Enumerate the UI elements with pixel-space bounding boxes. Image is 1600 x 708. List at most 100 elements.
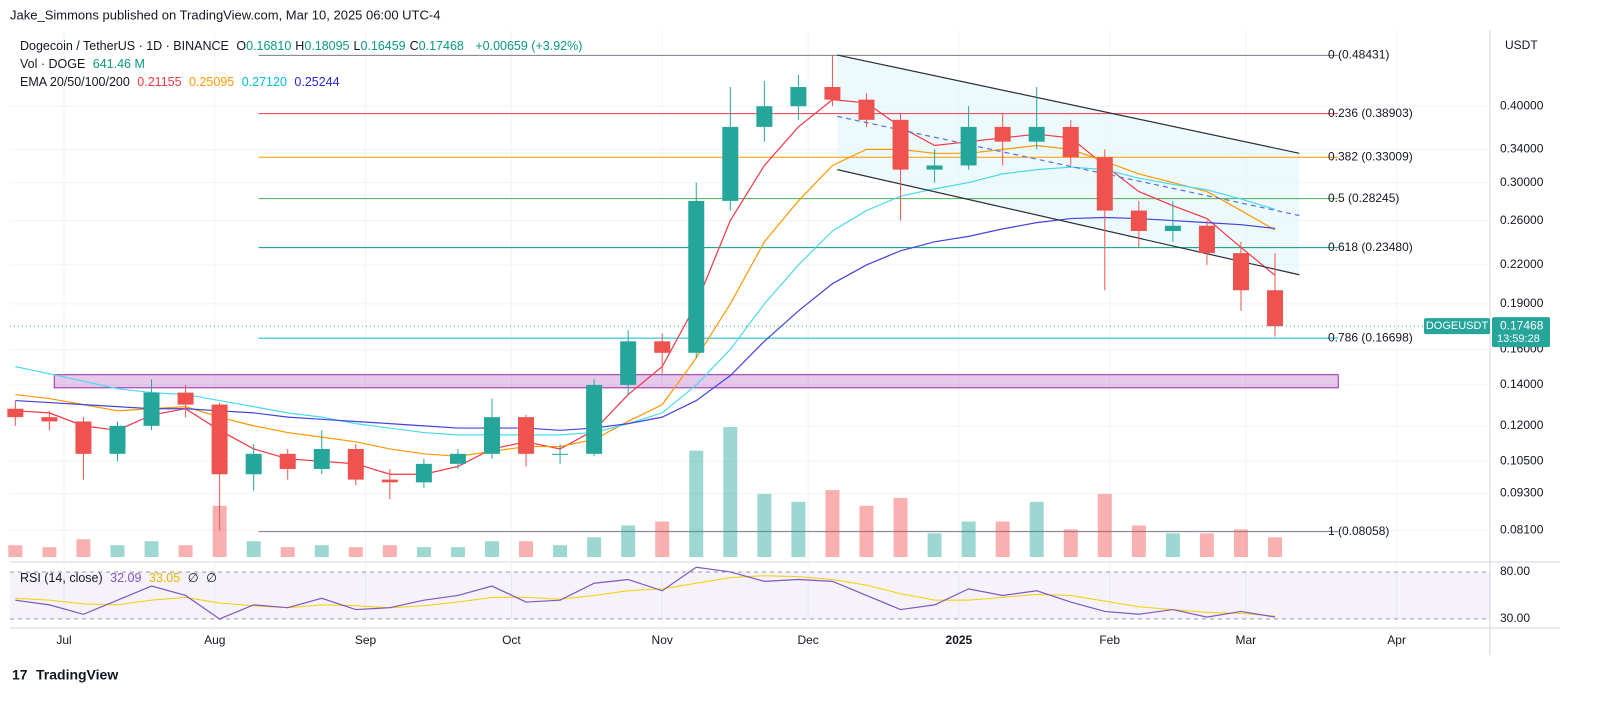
volume-bar — [1029, 501, 1044, 557]
ema-value: 0.25244 — [294, 75, 340, 89]
candle-body — [381, 479, 398, 483]
ema-legend: EMA 20/50/100/200 0.21155 0.25095 0.2712… — [20, 75, 344, 89]
candle-body — [790, 87, 807, 107]
x-tick-label: Aug — [204, 633, 225, 647]
volume-bar — [995, 521, 1010, 557]
fib-label: 0 (0.48431) — [1328, 48, 1389, 62]
ema-label: EMA 20/50/100/200 — [20, 75, 130, 89]
y-tick-label: 0.22000 — [1500, 257, 1544, 271]
x-tick-label: Mar — [1236, 633, 1257, 647]
footer-logo: TradingView — [36, 667, 118, 683]
volume-bar — [893, 497, 908, 557]
channel-line — [837, 54, 1300, 154]
volume-bar — [961, 521, 976, 557]
x-tick-label: Oct — [502, 633, 521, 647]
support-zone — [53, 374, 1339, 389]
volume-bar — [348, 547, 363, 557]
ohlc-key: L — [353, 39, 361, 53]
fib-label: 0.5 (0.28245) — [1328, 191, 1399, 205]
candle-body — [518, 417, 535, 454]
volume-bar — [382, 545, 397, 557]
candle-body — [449, 453, 466, 464]
candle-body — [1198, 225, 1215, 254]
ohlc-value: 0.16459 — [360, 39, 406, 53]
volume-bar — [178, 545, 193, 557]
volume-bar — [689, 450, 704, 557]
volume-bar — [519, 541, 534, 557]
candle-body — [722, 126, 739, 201]
rsi-legend: RSI (14, close) 32.09 33.05 ∅ ∅ — [20, 570, 221, 585]
volume-bar — [1097, 493, 1112, 557]
x-tick-label: Sep — [355, 633, 377, 647]
volume-bar — [484, 541, 499, 557]
volume-bar — [280, 547, 295, 557]
volume-bar — [825, 490, 840, 557]
candle-body — [75, 421, 92, 454]
ohlc-key: O — [236, 39, 247, 53]
x-tick-label: Jul — [56, 633, 71, 647]
y-tick-label: 0.19000 — [1500, 296, 1544, 310]
candle-body — [1130, 210, 1147, 231]
x-tick-label: Dec — [797, 633, 818, 647]
candle-body — [313, 448, 330, 469]
volume-bar — [1199, 533, 1214, 557]
candle-body — [41, 417, 58, 422]
symbol-tag-text: DOGEUSDT — [1426, 320, 1489, 332]
volume-bar — [1268, 537, 1283, 557]
volume-bar — [246, 541, 261, 557]
volume-bar — [212, 505, 227, 557]
fib-label: 0.236 (0.38903) — [1328, 106, 1413, 120]
currency: USDT — [1505, 38, 1538, 52]
candle-body — [211, 404, 228, 475]
volume-bar — [144, 541, 159, 557]
candle-body — [177, 392, 194, 405]
candle-body — [7, 408, 24, 418]
ema-value: 0.21155 — [137, 75, 182, 89]
candle-body — [858, 99, 875, 120]
candle-body — [994, 126, 1011, 142]
volume-bar — [416, 547, 431, 557]
volume-bar — [791, 501, 806, 557]
volume-bar — [1233, 529, 1248, 557]
fib-label: 0.382 (0.33009) — [1328, 149, 1413, 163]
candle-body — [1062, 126, 1079, 158]
y-tick-label: 0.12000 — [1500, 418, 1544, 432]
channel-line — [837, 169, 1300, 276]
rsi-line — [15, 566, 1276, 620]
candle-body — [960, 126, 977, 166]
rsi-label: RSI (14, close) — [20, 571, 103, 585]
volume-bar — [927, 533, 942, 557]
price-tag-text: 0.17468 — [1500, 318, 1544, 332]
rsi-value: 32.09 — [110, 571, 142, 585]
volume-bar — [110, 545, 125, 557]
ohlc: O0.16810 H0.18095 L0.16459 C0.17468 — [236, 39, 468, 53]
volume-bar — [1165, 533, 1180, 557]
x-tick-label: 2025 — [946, 633, 973, 647]
ema-value: 0.27120 — [241, 75, 287, 89]
ohlc-value: 0.17468 — [418, 39, 464, 53]
candle-body — [824, 87, 841, 100]
candle-body — [1028, 126, 1045, 142]
volume-bar — [859, 505, 874, 557]
candle-body — [483, 417, 500, 454]
candle-body — [654, 341, 671, 353]
candle-body — [143, 392, 160, 426]
candle-body — [1232, 253, 1249, 291]
volume-bar — [587, 537, 602, 557]
candle-body — [926, 165, 943, 170]
candle-body — [245, 453, 262, 475]
footer-icon: 17 — [12, 667, 28, 683]
ohlc-value: 0.16810 — [246, 39, 292, 53]
y-tick-label: 0.40000 — [1500, 98, 1544, 112]
candle-body — [347, 448, 364, 480]
ohlc-value: 0.18095 — [304, 39, 350, 53]
symbol-tag — [1424, 318, 1490, 335]
volume-bar — [42, 547, 57, 557]
attribution: Jake_Simmons published on TradingView.co… — [10, 7, 440, 22]
volume-bar — [621, 525, 636, 557]
rsi-empty: ∅ — [206, 571, 217, 585]
candle-body — [756, 106, 773, 127]
candle-body — [1164, 225, 1181, 231]
